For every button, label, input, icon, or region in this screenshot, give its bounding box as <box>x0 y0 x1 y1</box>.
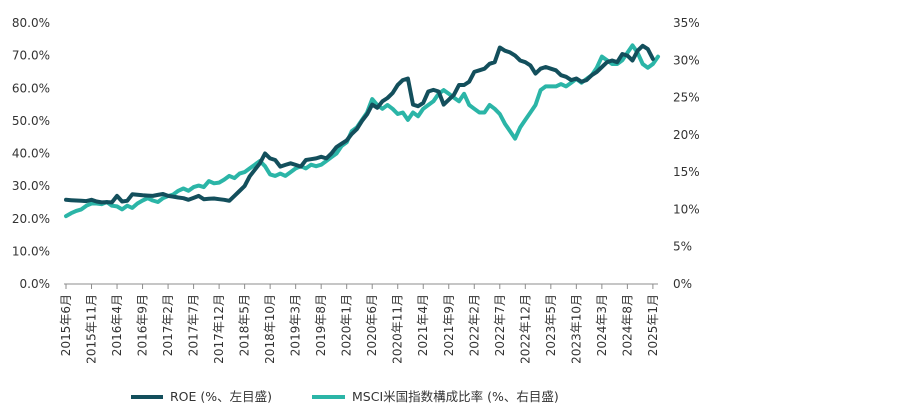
left-y-tick-label: 80.0% <box>12 16 50 30</box>
x-tick-label: 2025年1月 <box>646 294 660 356</box>
left-y-tick-label: 40.0% <box>12 147 50 161</box>
series-layer <box>64 43 660 219</box>
x-tick-label: 2021年9月 <box>442 294 456 356</box>
legend-label-roe: ROE (%、左目盛) <box>170 389 272 404</box>
left-y-tick-label: 60.0% <box>12 81 50 95</box>
series-line-roe <box>64 43 655 205</box>
x-tick-label: 2017年12月 <box>212 294 226 364</box>
x-tick-label: 2024年8月 <box>620 294 634 356</box>
left-y-tick-label: 70.0% <box>12 49 50 63</box>
legend-label-msci: MSCI米国指数構成比率 (%、右目盛) <box>352 389 559 404</box>
right-y-tick-label: 15% <box>673 165 700 179</box>
right-y-tick-label: 35% <box>673 16 700 30</box>
left-y-tick-label: 20.0% <box>12 212 50 226</box>
right-y-tick-label: 5% <box>673 240 692 254</box>
right-y-tick-label: 0% <box>673 277 692 291</box>
x-tick-label: 2020年11月 <box>391 294 405 364</box>
right-y-tick-label: 30% <box>673 53 700 67</box>
left-y-tick-label: 50.0% <box>12 114 50 128</box>
x-tick-label: 2020年6月 <box>365 294 379 356</box>
x-tick-label: 2022年12月 <box>518 294 532 364</box>
x-tick-label: 2017年2月 <box>161 294 175 356</box>
right-y-tick-label: 20% <box>673 128 700 142</box>
x-tick-label: 2016年4月 <box>110 294 124 356</box>
x-tick-label: 2022年2月 <box>467 294 481 356</box>
x-tick-label: 2017年7月 <box>187 294 201 356</box>
legend: ROE (%、左目盛) MSCI米国指数構成比率 (%、右目盛) <box>131 389 559 404</box>
x-tick-label: 2021年4月 <box>416 294 430 356</box>
x-axis: 2015年6月 2015年11月 2016年4月 2016年9月 2017年2月 2017… <box>59 284 660 364</box>
x-tick-label: 2015年11月 <box>85 294 99 364</box>
x-tick-label: 2016年9月 <box>136 294 150 356</box>
x-tick-label: 2020年1月 <box>340 294 354 356</box>
x-tick-label: 2022年7月 <box>493 294 507 356</box>
x-tick-label: 2015年6月 <box>59 294 73 356</box>
x-tick-label: 2019年8月 <box>314 294 328 356</box>
right-y-tick-label: 10% <box>673 202 700 216</box>
right-y-axis: 0% 5% 10% 15% 20% 25% 30% 35% <box>673 16 700 291</box>
series-line-msci <box>64 43 660 219</box>
x-tick-label: 2018年5月 <box>238 294 252 356</box>
left-y-tick-label: 0.0% <box>20 277 51 291</box>
right-y-tick-label: 25% <box>673 91 700 105</box>
x-tick-label: 2018年10月 <box>263 294 277 364</box>
left-y-tick-label: 10.0% <box>12 244 50 258</box>
x-tick-label: 2024年3月 <box>595 294 609 356</box>
left-y-tick-label: 30.0% <box>12 179 50 193</box>
x-tick-label: 2019年3月 <box>289 294 303 356</box>
left-y-axis: 0.0% 10.0% 20.0% 30.0% 40.0% 50.0% 60.0% 70.0% 8… <box>12 16 50 291</box>
x-tick-label: 2023年5月 <box>544 294 558 356</box>
x-tick-label: 2023年10月 <box>569 294 583 364</box>
